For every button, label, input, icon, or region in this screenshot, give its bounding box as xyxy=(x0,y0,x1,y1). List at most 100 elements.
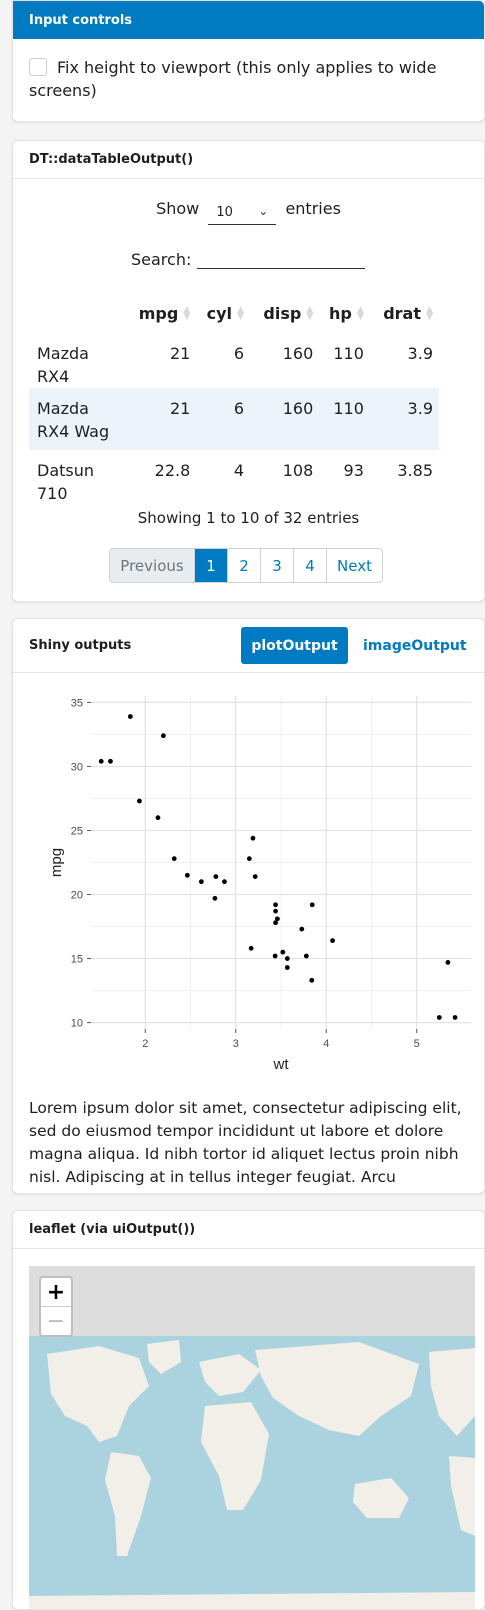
tab-plot-output[interactable]: plotOutput xyxy=(241,627,348,664)
column-header-hp[interactable]: hp ▲ ▼ xyxy=(329,303,364,323)
cell-cyl: 6 xyxy=(233,344,245,363)
sort-icon: ▲ ▼ xyxy=(426,305,433,322)
entries-select-value: 10 xyxy=(216,205,233,220)
zoom-out-button[interactable]: − xyxy=(46,1309,66,1334)
fix-height-checkbox-row[interactable]: Fix height to viewport (this only applie… xyxy=(13,39,484,102)
table-info: Showing 1 to 10 of 32 entries xyxy=(137,509,360,527)
search-control: Search: xyxy=(131,245,366,269)
data-point xyxy=(198,879,204,885)
datatable-card: DT::dataTableOutput() Show 10 ⌄ entries S… xyxy=(12,140,485,602)
data-point xyxy=(309,977,315,983)
zoom-in-button[interactable]: + xyxy=(41,1278,71,1307)
scatter-plot: 2 3 4 5 10 15 20 25 30 35 wt mpg xyxy=(13,674,484,1084)
cell-drat: 3.9 xyxy=(407,399,433,418)
sort-icon: ▲ ▼ xyxy=(237,305,245,322)
data-point xyxy=(284,956,290,961)
column-header-cyl[interactable]: cyl ▲ ▼ xyxy=(206,303,245,323)
x-tick-label: 3 xyxy=(233,1038,239,1050)
column-header-drat[interactable]: drat ▲ ▼ xyxy=(383,303,433,323)
input-controls-header: Input controls xyxy=(13,1,484,39)
search-input[interactable] xyxy=(197,245,366,269)
page-3-button[interactable]: 3 xyxy=(260,549,293,582)
cell-mpg: 21 xyxy=(169,399,191,418)
page-1-button[interactable]: 1 xyxy=(194,549,227,582)
x-tick-label: 4 xyxy=(323,1038,329,1050)
data-point xyxy=(171,856,177,862)
data-point xyxy=(299,926,305,932)
data-point xyxy=(108,758,113,764)
data-point xyxy=(160,733,166,739)
entries-length-control: Show 10 ⌄ entries xyxy=(13,199,484,225)
y-tick-label: 30 xyxy=(71,761,83,773)
data-point xyxy=(273,920,278,926)
tab-image-output[interactable]: imageOutput xyxy=(363,637,467,654)
data-point xyxy=(250,835,256,841)
column-header-disp[interactable]: disp ▲ ▼ xyxy=(263,303,314,323)
page-2-button[interactable]: 2 xyxy=(227,549,260,582)
column-header-name xyxy=(29,293,125,333)
data-point xyxy=(280,949,286,955)
data-point xyxy=(98,758,104,764)
cell-disp: 160 xyxy=(282,344,314,363)
shiny-outputs-card: Shiny outputs plotOutput imageOutput 2 3 4… xyxy=(12,618,485,1194)
data-point xyxy=(273,902,278,908)
lorem-paragraph: Lorem ipsum dolor sit amet, consectetur … xyxy=(29,1099,462,1193)
table-row[interactable]: Mazda RX4 Wag 21 6 160 110 3.9 xyxy=(29,388,439,450)
cell-hp: 110 xyxy=(333,399,364,418)
sort-icon: ▲ ▼ xyxy=(306,305,314,322)
shiny-outputs-title: Shiny outputs xyxy=(29,638,132,653)
y-axis-label: mpg xyxy=(48,848,65,877)
column-header-mpg[interactable]: mpg ▲ ▼ xyxy=(138,303,191,323)
data-point xyxy=(303,953,309,959)
data-point xyxy=(222,879,227,885)
data-point xyxy=(436,1015,442,1020)
cell-name: Mazda RX4 xyxy=(37,344,89,386)
cell-hp: 110 xyxy=(333,344,364,363)
cell-disp: 160 xyxy=(282,399,314,418)
data-point xyxy=(309,902,315,908)
search-label: Search: xyxy=(131,250,192,269)
data-point xyxy=(252,874,258,879)
fix-height-checkbox[interactable] xyxy=(29,58,47,76)
sort-icon: ▲ ▼ xyxy=(183,305,191,322)
fix-height-label: Fix height to viewport (this only applie… xyxy=(29,58,437,100)
data-point xyxy=(127,714,133,719)
data-point xyxy=(248,945,254,951)
entries-select[interactable]: 10 ⌄ xyxy=(208,204,277,225)
table-row[interactable]: Datsun 710 22.8 4 108 93 3.85 xyxy=(29,450,439,512)
table-row[interactable]: Mazda RX4 21 6 160 110 3.9 xyxy=(29,333,439,388)
y-tick-label: 10 xyxy=(71,1018,83,1030)
pagination: Previous 1 2 3 4 Next xyxy=(109,548,383,583)
data-point xyxy=(273,908,278,914)
data-point xyxy=(452,1015,458,1020)
data-point xyxy=(274,916,280,922)
zoom-control: + − xyxy=(39,1276,73,1337)
x-tick-label: 2 xyxy=(142,1038,148,1050)
data-point xyxy=(155,815,161,821)
next-page-button[interactable]: Next xyxy=(326,549,382,582)
cell-mpg: 21 xyxy=(169,344,191,363)
previous-page-button[interactable]: Previous xyxy=(110,549,194,582)
data-point xyxy=(445,960,451,965)
cell-hp: 93 xyxy=(343,461,364,480)
data-point xyxy=(212,895,218,901)
y-tick-label: 35 xyxy=(71,697,83,709)
cell-name: Datsun 710 xyxy=(37,461,95,503)
leaflet-header: leaflet (via uiOutput()) xyxy=(13,1211,484,1249)
chevron-down-icon: ⌄ xyxy=(258,204,269,218)
scatter-plot-svg: 2 3 4 5 10 15 20 25 30 35 wt mpg xyxy=(48,696,471,1073)
data-table: mpg ▲ ▼ cyl ▲ ▼ disp ▲ ▼ hp ▲ ▼ drat ▲ ▼ Mazda RX4… xyxy=(29,293,439,512)
y-tick-label: 15 xyxy=(71,954,83,966)
page-4-button[interactable]: 4 xyxy=(293,549,326,582)
shiny-outputs-header: Shiny outputs plotOutput imageOutput xyxy=(13,619,484,673)
sort-icon: ▲ ▼ xyxy=(356,305,364,322)
cell-disp: 108 xyxy=(282,461,314,480)
data-point xyxy=(246,856,252,862)
data-point xyxy=(330,938,335,944)
cell-mpg: 22.8 xyxy=(154,461,191,480)
data-point xyxy=(284,965,290,970)
world-map-tiles xyxy=(29,1336,475,1609)
show-label: Show xyxy=(156,199,200,218)
data-point xyxy=(272,953,278,959)
world-map[interactable]: + − xyxy=(29,1266,475,1609)
